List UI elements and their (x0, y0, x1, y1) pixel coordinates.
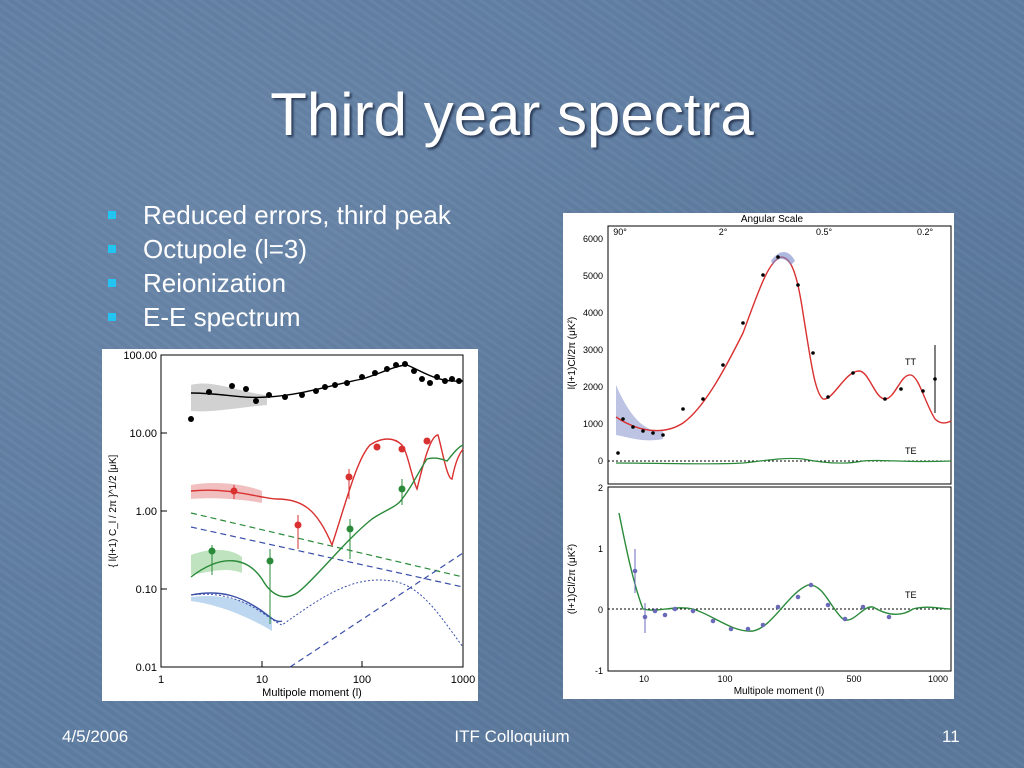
tt-model-curve (615, 256, 952, 432)
ee-model-curve (190, 444, 464, 598)
bullet-item: E-E spectrum (108, 300, 451, 334)
y-tick-label: 0.10 (136, 584, 157, 596)
red-variance-band (191, 483, 262, 503)
y-tick-label: 6000 (583, 234, 603, 244)
y-axis-label: l(l+1)Cl/2π (μK²) (567, 317, 578, 389)
x-tick-label: 1000 (928, 674, 948, 684)
x-tick-label: 10 (639, 674, 649, 684)
top-tick-label: 2° (719, 227, 728, 237)
te-label: TE (905, 590, 917, 600)
te-data-points (230, 437, 431, 549)
tt-data-points (188, 361, 462, 422)
y-tick-label: 0.01 (136, 662, 157, 674)
y-axis-label: { l(l+1) C_l / 2π }^1/2 [μK] (108, 454, 119, 567)
x-tick-label: 100 (717, 674, 732, 684)
bullet-text: Reionization (143, 268, 287, 298)
footer-center: ITF Colloquium (454, 727, 570, 746)
y-tick-label: 3000 (583, 345, 603, 355)
x-tick-label: 1 (158, 674, 164, 686)
te-model-curve (618, 512, 952, 632)
bullet-text: E-E spectrum (143, 302, 301, 332)
square-bullet-icon (108, 245, 116, 253)
y-tick-label: 1.00 (136, 506, 157, 518)
y-tick-label: 100.00 (123, 350, 157, 362)
x-tick-label: 1000 (451, 674, 475, 686)
square-bullet-icon (108, 313, 116, 321)
y-tick-label: 4000 (583, 308, 603, 318)
top-tick-label: 90° (613, 227, 627, 237)
y-tick-label: 0 (598, 456, 603, 466)
y-tick-label: 1000 (583, 419, 603, 429)
bullet-text: Reduced errors, third peak (143, 200, 451, 230)
slide-title: Third year spectra (270, 81, 754, 148)
power-spectrum-chart: Angular Scale 90° 2° 0.5° 0.2° 6000 5000… (567, 214, 952, 697)
top-tick-label: 0.2° (917, 227, 934, 237)
te-model-curve (615, 457, 952, 465)
tt-data-points (621, 255, 937, 437)
y-tick-label: 5000 (583, 271, 603, 281)
bullet-text: Octupole (l=3) (143, 234, 308, 264)
y-tick-label: 1 (598, 544, 603, 554)
square-bullet-icon (108, 211, 116, 219)
y-axis-label: (l+1)Cl/2π (μK²) (567, 544, 578, 614)
blue-variance-band (191, 595, 272, 631)
y-tick-label: 10.00 (129, 428, 157, 440)
bullet-list: Reduced errors, third peak Octupole (l=3… (108, 198, 451, 334)
bullet-item: Reionization (108, 266, 451, 300)
top-tick-label: 0.5° (816, 227, 833, 237)
x-tick-label: 100 (353, 674, 371, 686)
footer-page-number: 11 (942, 727, 960, 746)
te-label: TE (905, 446, 917, 456)
ee-data-points (208, 479, 406, 624)
y-tick-label: 2 (598, 483, 603, 493)
x-tick-label: 10 (256, 674, 268, 686)
right-figure: Angular Scale 90° 2° 0.5° 0.2° 6000 5000… (563, 213, 954, 699)
te-model-curve (190, 434, 464, 548)
y-tick-label: 0 (598, 605, 603, 615)
y-tick-label: -1 (595, 666, 603, 676)
angular-scale-title: Angular Scale (741, 214, 804, 225)
x-axis-label: Multipole moment (l) (734, 686, 825, 697)
tt-model-curve (190, 364, 464, 399)
te-data-points (632, 549, 892, 633)
x-tick-label: 500 (846, 674, 861, 684)
bullet-item: Octupole (l=3) (108, 232, 451, 266)
y-tick-label: 2000 (583, 382, 603, 392)
footer-date: 4/5/2006 (62, 727, 129, 746)
tt-label: TT (905, 357, 916, 367)
left-figure: 100.00 10.00 1.00 0.10 0.01 1 10 100 100… (102, 349, 478, 701)
bullet-item: Reduced errors, third peak (108, 198, 451, 232)
log-spectrum-chart: 100.00 10.00 1.00 0.10 0.01 1 10 100 100… (108, 350, 475, 699)
square-bullet-icon (108, 279, 116, 287)
x-axis-label: Multipole moment (l) (262, 687, 362, 699)
